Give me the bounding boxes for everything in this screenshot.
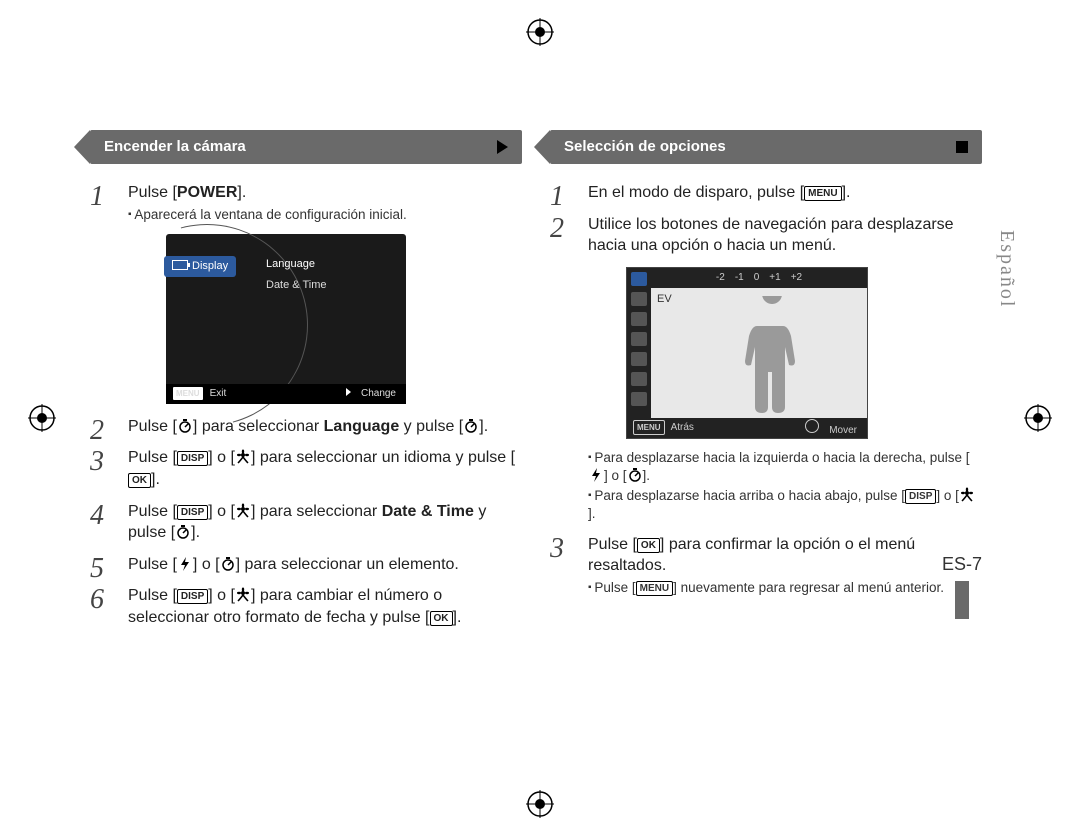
timer-icon xyxy=(627,467,643,483)
lcd2-ev-scale: -2 -1 0 +1 +2 xyxy=(651,268,867,288)
right-bullet-1: Para desplazarse hacia la izquierda o ha… xyxy=(588,449,982,485)
camera-lcd-shooting-menu: -2 -1 0 +1 +2 EV MENU Atrás Mover xyxy=(626,267,868,439)
lcd1-menu-items: Language Date & Time xyxy=(266,254,327,296)
disp-label-icon: DISP xyxy=(177,505,208,520)
macro-flower-icon xyxy=(959,487,975,503)
registration-mark-bottom xyxy=(526,790,554,818)
left-step-3: Pulse [DISP] o [] para seleccionar un id… xyxy=(90,447,522,490)
flash-icon xyxy=(177,556,193,572)
lcd2-icon xyxy=(631,352,647,366)
ok-label-icon: OK xyxy=(637,538,660,553)
lcd1-item-datetime: Date & Time xyxy=(266,275,327,296)
right-step-1: En el modo de disparo, pulse [MENU]. xyxy=(550,182,982,204)
registration-mark-right xyxy=(1024,404,1052,432)
menu-label-icon: MENU xyxy=(633,420,665,435)
left-step-4: Pulse [DISP] o [] para seleccionar Date … xyxy=(90,501,522,544)
right-step-2: Utilice los botones de navegación para d… xyxy=(550,214,982,524)
end-square-icon xyxy=(956,141,968,153)
nav-cross-icon xyxy=(805,419,819,433)
lcd2-ev-label: EV xyxy=(657,292,672,307)
registration-mark-left xyxy=(28,404,56,432)
right-step-3-sub: Pulse [MENU] nuevamente para regresar al… xyxy=(588,579,982,597)
timer-icon xyxy=(175,524,191,540)
left-step-6: Pulse [DISP] o [] para cambiar el número… xyxy=(90,585,522,628)
lcd2-icon xyxy=(631,312,647,326)
lcd1-display-tab: Display xyxy=(164,256,236,277)
right-triangle-icon xyxy=(346,388,351,396)
section-header-left-text: Encender la cámara xyxy=(104,138,246,155)
menu-label-icon: MENU xyxy=(172,386,204,401)
battery-icon xyxy=(172,260,188,270)
section-header-left: Encender la cámara xyxy=(90,130,522,164)
disp-label-icon: DISP xyxy=(177,589,208,604)
menu-label-icon: MENU xyxy=(636,581,673,596)
lcd2-icon xyxy=(631,332,647,346)
left-column: Encender la cámara Pulse [POWER]. Aparec… xyxy=(90,130,522,639)
right-steps: En el modo de disparo, pulse [MENU]. Uti… xyxy=(550,182,982,597)
left-step-2: Pulse [] para seleccionar Language y pul… xyxy=(90,416,522,438)
manual-page: Encender la cámara Pulse [POWER]. Aparec… xyxy=(90,130,990,780)
lcd2-ev-icon xyxy=(631,272,647,286)
registration-mark-top xyxy=(526,18,554,46)
lcd2-icon xyxy=(631,372,647,386)
timer-icon xyxy=(463,418,479,434)
macro-flower-icon xyxy=(235,503,251,519)
right-bullet-2: Para desplazarse hacia arriba o hacia ab… xyxy=(588,487,982,523)
page-number: ES-7 xyxy=(942,554,982,619)
ok-label-icon: OK xyxy=(430,611,453,626)
left-step-5: Pulse [] o [] para seleccionar un elemen… xyxy=(90,554,522,576)
lcd2-icon xyxy=(631,292,647,306)
timer-icon xyxy=(177,418,193,434)
lcd1-item-language: Language xyxy=(266,254,327,275)
left-steps: Pulse [POWER]. Aparecerá la ventana de c… xyxy=(90,182,522,629)
camera-lcd-initial-setup: Display Language Date & Time MENU Exit C… xyxy=(166,234,406,404)
flash-icon xyxy=(588,467,604,483)
lcd1-footer: MENU Exit Change xyxy=(166,384,406,404)
timer-icon xyxy=(220,556,236,572)
section-header-right-text: Selección de opciones xyxy=(564,138,726,155)
disp-label-icon: DISP xyxy=(905,489,936,504)
ok-label-icon: OK xyxy=(128,473,151,488)
right-step-3: Pulse [OK] para confirmar la opción o el… xyxy=(550,534,982,597)
section-header-right: Selección de opciones xyxy=(550,130,982,164)
side-language-label: Español xyxy=(995,230,1018,308)
lcd2-icon xyxy=(631,392,647,406)
disp-label-icon: DISP xyxy=(177,451,208,466)
continue-triangle-icon xyxy=(497,140,508,154)
right-column: Selección de opciones En el modo de disp… xyxy=(550,130,982,607)
menu-label-icon: MENU xyxy=(804,186,841,201)
lcd2-footer: MENU Atrás Mover xyxy=(627,418,867,438)
macro-flower-icon xyxy=(235,449,251,465)
left-step-1: Pulse [POWER]. Aparecerá la ventana de c… xyxy=(90,182,522,404)
left-step-1-sub: Aparecerá la ventana de configuración in… xyxy=(128,206,522,224)
page-number-bar xyxy=(955,581,969,619)
lcd2-icon-column xyxy=(627,268,651,418)
macro-flower-icon xyxy=(235,587,251,603)
lcd2-person-silhouette xyxy=(737,296,807,416)
